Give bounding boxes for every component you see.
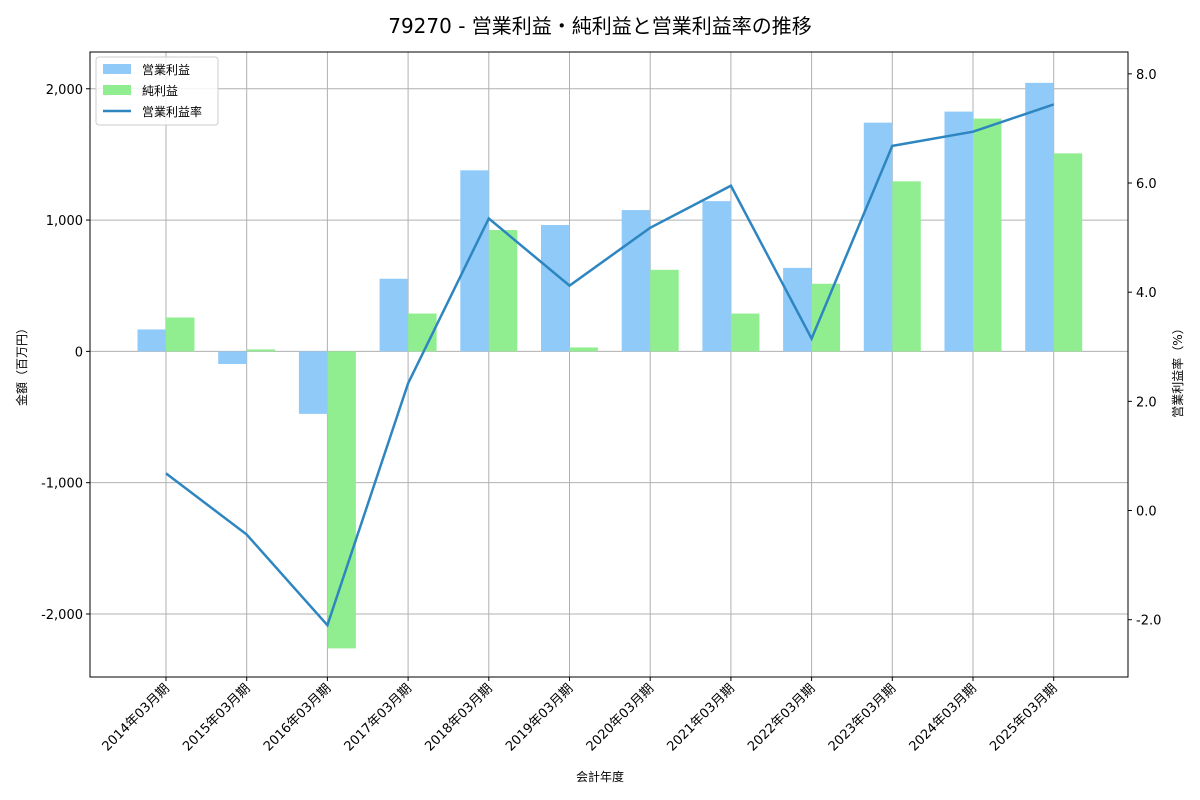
svg-text:2025年03月期: 2025年03月期	[987, 681, 1060, 754]
bar	[246, 349, 276, 352]
svg-text:2024年03月期: 2024年03月期	[907, 681, 980, 754]
svg-text:純利益: 純利益	[142, 84, 178, 98]
svg-text:-2.0: -2.0	[1136, 614, 1161, 629]
bar	[702, 201, 731, 352]
svg-text:営業利益: 営業利益	[142, 63, 190, 77]
svg-text:0: 0	[75, 345, 83, 360]
bar	[218, 351, 247, 364]
bar	[892, 181, 921, 352]
svg-text:営業利益率: 営業利益率	[142, 104, 202, 119]
svg-text:-1,000: -1,000	[41, 477, 83, 492]
svg-text:2021年03月期: 2021年03月期	[664, 681, 737, 754]
left-axis-ticks: -2,000 -1,000 0 1,000 2,000	[41, 83, 90, 623]
svg-text:2018年03月期: 2018年03月期	[422, 681, 495, 754]
bar	[811, 283, 841, 352]
bar	[298, 351, 328, 414]
y2-axis-label: 営業利益率（%）	[1170, 322, 1185, 417]
svg-text:4.0: 4.0	[1136, 286, 1157, 301]
svg-text:2014年03月期: 2014年03月期	[100, 681, 173, 754]
svg-text:2016年03月期: 2016年03月期	[261, 681, 334, 754]
bar	[137, 329, 166, 352]
bar	[863, 122, 893, 352]
svg-text:2023年03月期: 2023年03月期	[826, 681, 899, 754]
bar	[650, 269, 679, 352]
svg-text:2015年03月期: 2015年03月期	[180, 681, 253, 754]
plot-frame	[89, 51, 1129, 678]
svg-text:0.0: 0.0	[1136, 505, 1157, 520]
bar	[327, 351, 356, 649]
grid-lines	[90, 52, 1128, 677]
svg-text:2022年03月期: 2022年03月期	[745, 681, 818, 754]
svg-text:-2,000: -2,000	[41, 608, 83, 623]
bar	[621, 210, 651, 352]
bar	[944, 111, 973, 352]
chart-title: 79270 - 営業利益・純利益と営業利益率の推移	[388, 14, 812, 38]
svg-text:1,000: 1,000	[46, 214, 83, 229]
bar	[973, 118, 1002, 352]
svg-text:2020年03月期: 2020年03月期	[584, 681, 657, 754]
svg-text:8.0: 8.0	[1136, 68, 1157, 83]
svg-text:2,000: 2,000	[46, 83, 83, 98]
y-axis-label: 金額（百万円）	[14, 322, 29, 406]
bar	[379, 278, 409, 352]
bar	[569, 347, 598, 352]
bar	[488, 230, 518, 352]
bar-series	[137, 82, 1083, 649]
bar	[1053, 153, 1083, 352]
bar	[460, 170, 489, 352]
right-axis-ticks: -2.0 0.0 2.0 4.0 6.0 8.0	[1128, 68, 1161, 629]
bar	[166, 317, 195, 352]
svg-text:6.0: 6.0	[1136, 177, 1157, 192]
x-axis-ticks: 2014年03月期 2015年03月期 2016年03月期 2017年03月期 2018…	[100, 677, 1061, 755]
bar	[541, 225, 570, 352]
bar	[1025, 82, 1054, 352]
bar	[730, 313, 760, 352]
x-axis-label: 会計年度	[576, 769, 624, 784]
svg-text:2.0: 2.0	[1136, 395, 1157, 410]
svg-text:2017年03月期: 2017年03月期	[342, 681, 415, 754]
svg-text:2019年03月期: 2019年03月期	[503, 681, 576, 754]
line-series	[165, 103, 1055, 628]
